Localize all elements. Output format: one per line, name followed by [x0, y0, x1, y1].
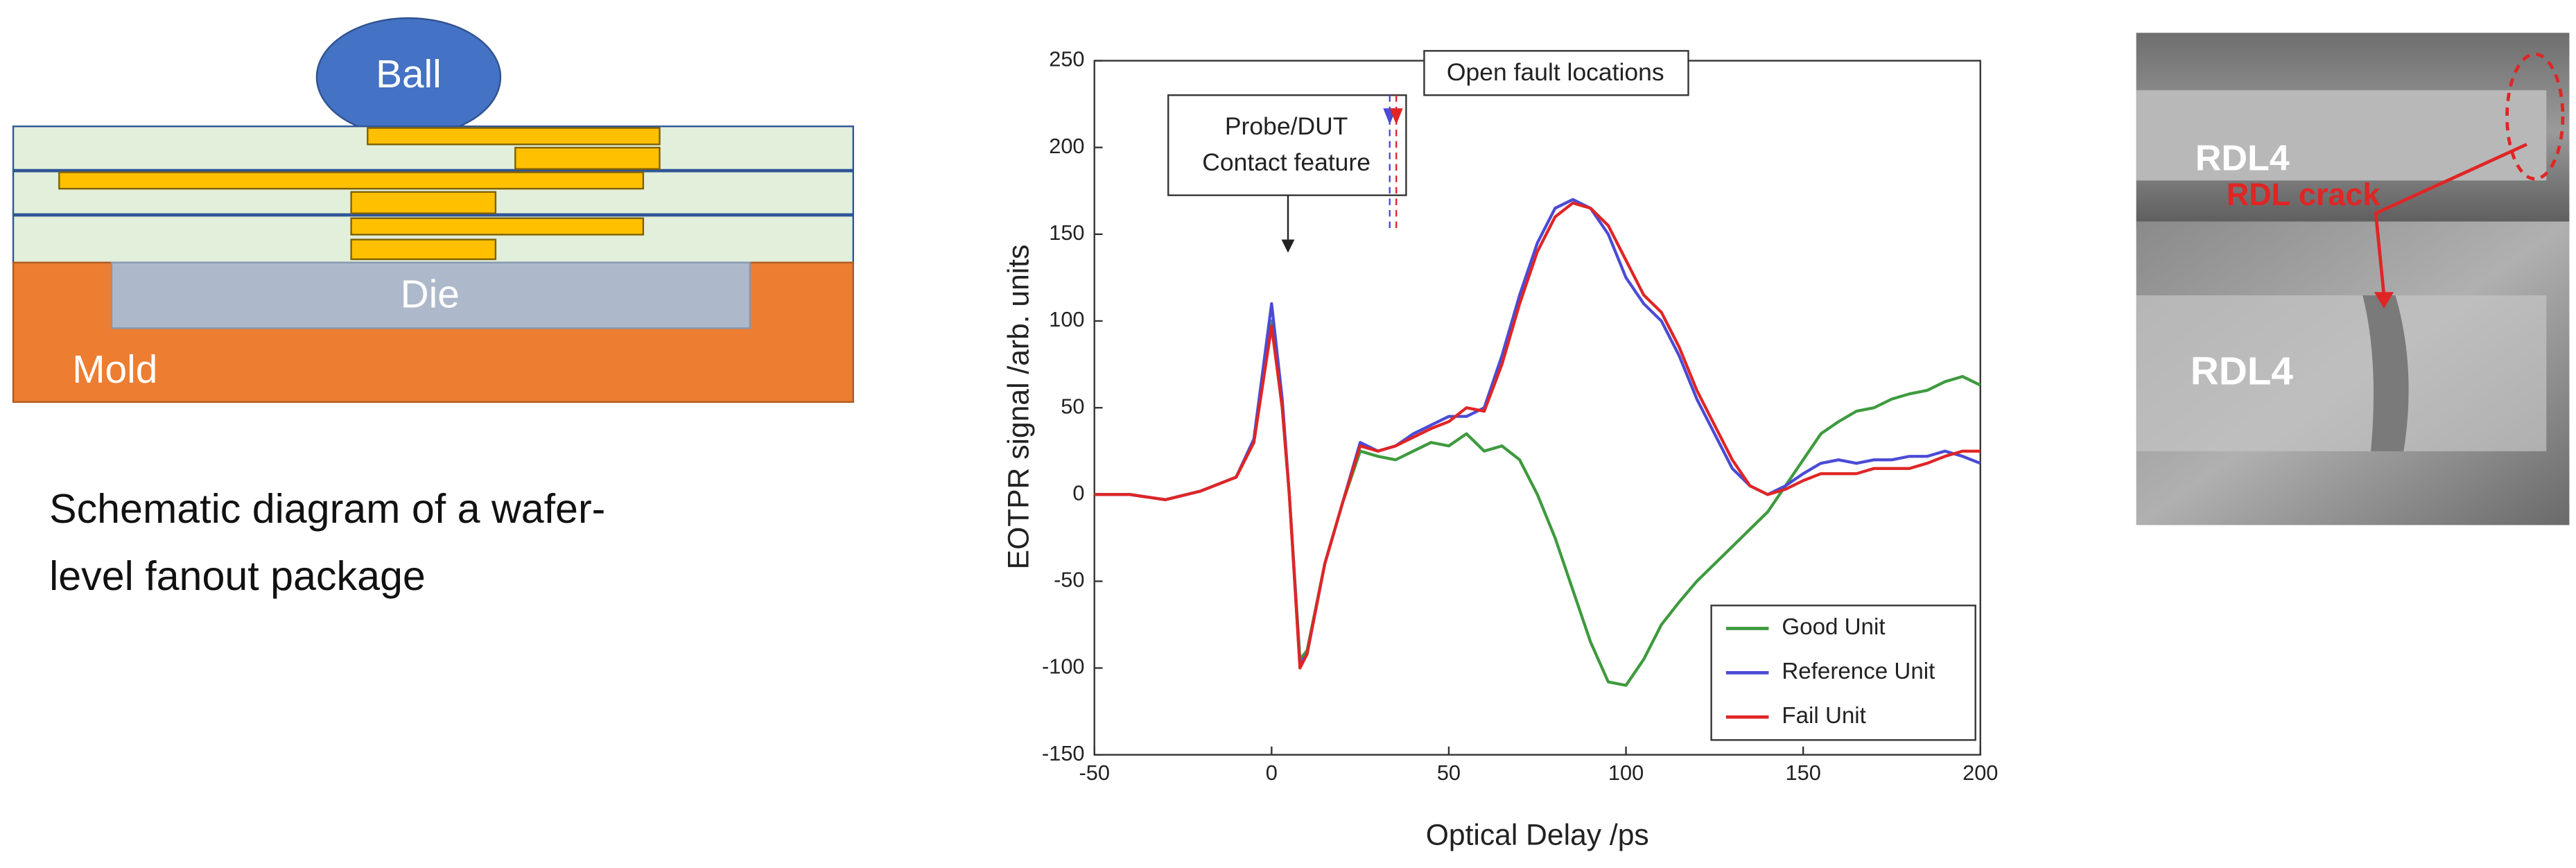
annotation-box	[1167, 94, 1407, 196]
trace	[350, 191, 497, 214]
series-line	[1094, 201, 1981, 670]
y-tick-label: 250	[1049, 47, 1084, 71]
x-tick-label: -50	[1079, 761, 1109, 785]
trace	[58, 171, 645, 190]
x-tick-label: 0	[1266, 761, 1278, 785]
schematic: Ball Die Mold Schematic diagram of a waf…	[12, 17, 854, 599]
annotation-box	[1423, 50, 1689, 96]
crack-region	[2362, 295, 2409, 451]
y-tick-label: 150	[1049, 220, 1084, 245]
y-axis-title: EOTPR signal /arb. units	[1002, 245, 1035, 570]
crack-label: RDL crack	[2227, 177, 2381, 212]
arrow-head	[1281, 239, 1295, 253]
arrow-head	[1389, 108, 1403, 125]
crack-arrow	[2374, 143, 2527, 296]
ball-label: Ball	[376, 53, 442, 96]
legend-label: Fail Unit	[1782, 703, 1866, 729]
caption: Schematic diagram of a wafer-	[49, 485, 605, 532]
traces	[58, 127, 661, 261]
die-label: Die	[401, 272, 460, 316]
x-tick-label: 50	[1437, 761, 1461, 785]
y-tick-label: 50	[1061, 394, 1084, 418]
series-line	[1094, 198, 1981, 666]
y-tick-label: 0	[1072, 480, 1084, 505]
annotation: Open fault locations	[1447, 58, 1664, 86]
mold-label: Mold	[72, 348, 157, 392]
sem-image: RDL4 RDL crack RDL4	[2136, 33, 2570, 526]
y-tick-label: -100	[1042, 654, 1085, 679]
arrow-head	[2374, 292, 2394, 309]
rdl-label: RDL4	[2195, 139, 2290, 179]
trace	[514, 146, 661, 170]
x-axis-title: Optical Delay /ps	[1426, 818, 1649, 851]
annotation: Probe/DUT	[1225, 112, 1348, 140]
x-tick-label: 200	[1963, 761, 1998, 785]
trace	[367, 127, 661, 146]
crack-outline	[2505, 52, 2565, 181]
y-tick-label: -150	[1042, 741, 1085, 765]
rdl-bottom	[2136, 295, 2547, 451]
rdl-label: RDL4	[2191, 350, 2294, 394]
caption: level fanout package	[49, 553, 426, 599]
y-tick-label: -50	[1054, 568, 1084, 592]
y-tick-label: 100	[1049, 307, 1084, 331]
chart: Optical Delay /ps EOTPR signal /arb. uni…	[1002, 47, 1998, 852]
die	[110, 261, 751, 329]
x-tick-label: 100	[1608, 761, 1644, 785]
legend-label: Good Unit	[1782, 614, 1885, 640]
x-tick-label: 150	[1785, 761, 1820, 785]
trace	[350, 217, 645, 236]
trace	[350, 238, 497, 261]
y-tick-label: 200	[1049, 134, 1084, 158]
legend-label: Reference Unit	[1782, 659, 1935, 684]
annotation: Contact feature	[1202, 148, 1370, 176]
